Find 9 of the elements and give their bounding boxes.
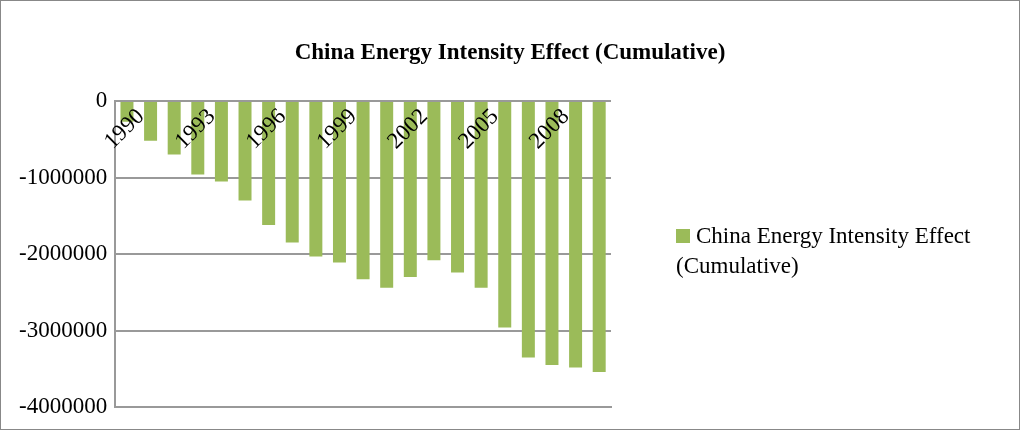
- y-tick-label: -4000000: [18, 393, 108, 419]
- x-tick-label: 1993: [169, 103, 220, 154]
- y-tick-label: -2000000: [18, 240, 108, 266]
- chart-title: China Energy Intensity Effect (Cumulative): [293, 39, 727, 65]
- y-tick-label: 0: [95, 87, 108, 113]
- legend-label: China Energy Intensity Effect (Cumulative): [676, 222, 972, 280]
- y-tick-label: -3000000: [18, 316, 108, 342]
- x-tick-label: 1999: [311, 103, 362, 154]
- y-tick-label: -1000000: [18, 163, 108, 189]
